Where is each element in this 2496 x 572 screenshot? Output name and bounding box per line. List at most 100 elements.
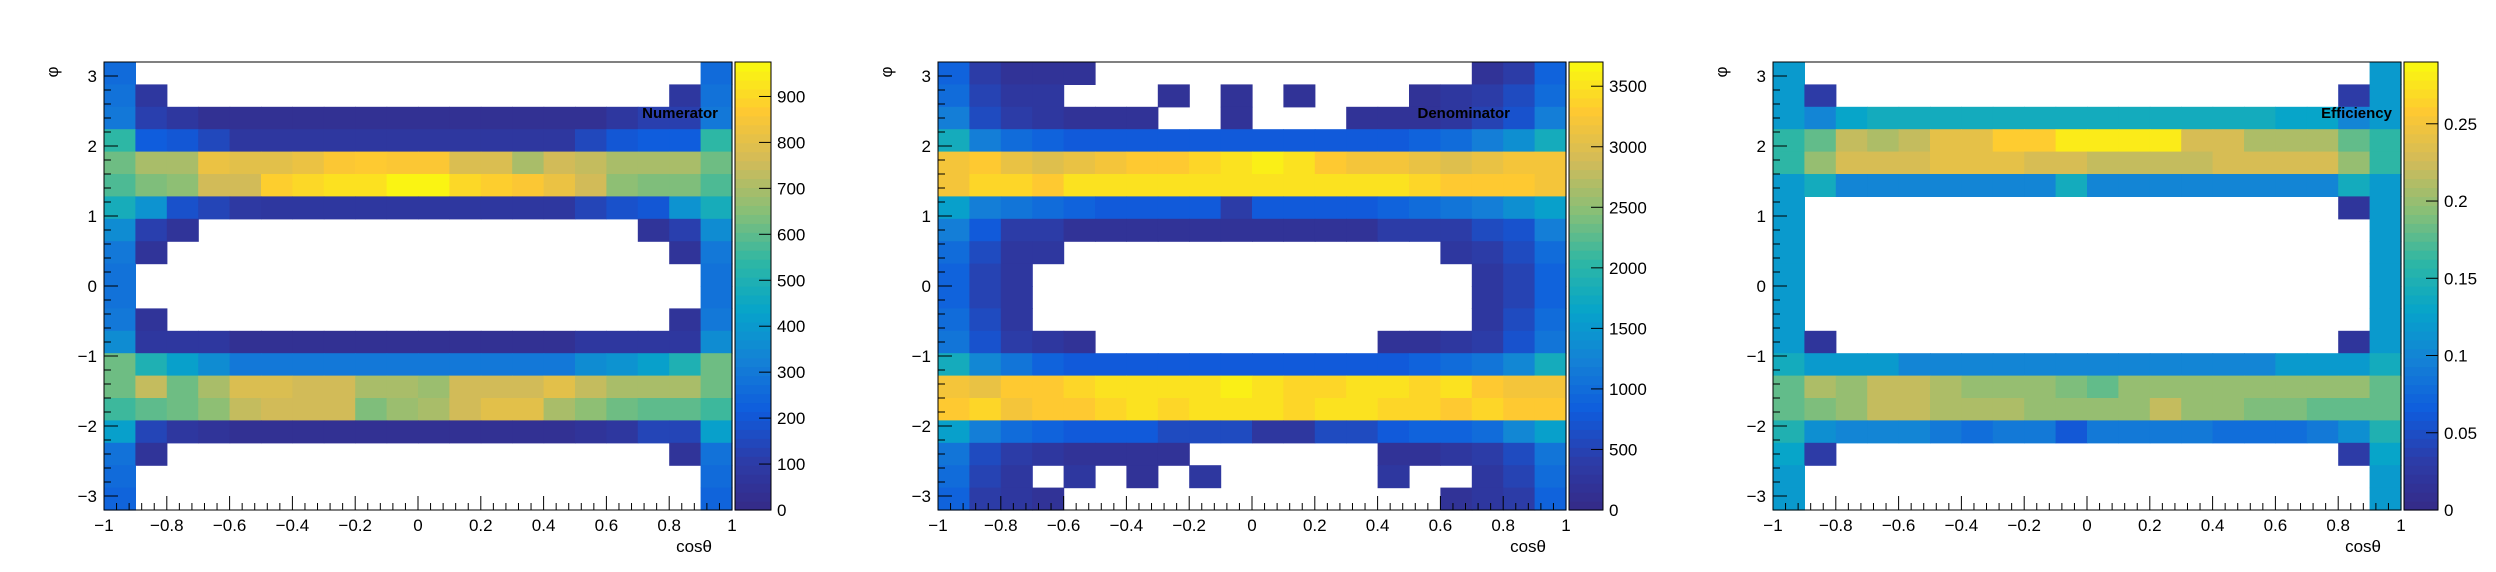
heatmap-cell bbox=[1377, 174, 1410, 197]
heatmap-cell bbox=[418, 398, 450, 421]
colorbar-segment bbox=[1569, 232, 1603, 242]
heatmap-cell bbox=[1126, 375, 1159, 399]
heatmap-cell bbox=[1189, 353, 1222, 377]
heatmap-cell bbox=[323, 129, 356, 153]
colorbar-segment bbox=[1569, 241, 1603, 251]
heatmap-cell bbox=[1314, 420, 1347, 444]
heatmap-cell bbox=[2055, 375, 2088, 399]
colorbar-segment bbox=[2404, 402, 2438, 413]
colorbar-segment bbox=[1569, 196, 1603, 206]
heatmap-cell bbox=[261, 353, 293, 377]
heatmap-cell bbox=[1189, 420, 1222, 444]
heatmap-cell bbox=[1930, 106, 1962, 130]
heatmap-cell bbox=[1000, 241, 1033, 265]
heatmap-cell bbox=[418, 174, 450, 197]
heatmap-cell bbox=[1157, 84, 1190, 108]
heatmap-cell bbox=[2369, 487, 2402, 511]
heatmap-cell bbox=[938, 129, 970, 153]
heatmap-cell bbox=[1000, 487, 1033, 511]
heatmap-cell bbox=[2244, 353, 2276, 377]
heatmap-cell bbox=[669, 442, 702, 466]
heatmap-cell bbox=[969, 308, 1002, 332]
colorbar: 0 100 200 300 400 500 600 700 800 900 bbox=[734, 61, 805, 520]
colorbar-segment bbox=[2404, 160, 2438, 171]
heatmap-cell bbox=[2338, 442, 2371, 466]
heatmap-cell bbox=[1867, 106, 1900, 130]
heatmap-cell bbox=[1440, 330, 1473, 354]
heatmap-cell bbox=[1409, 375, 1441, 399]
heatmap-cell bbox=[104, 241, 136, 265]
heatmap-cell bbox=[1409, 129, 1441, 153]
heatmap-cell bbox=[1000, 353, 1033, 377]
y-tick-label: 3 bbox=[1757, 67, 1766, 86]
heatmap-cell bbox=[1157, 218, 1190, 242]
y-tick-label: −1 bbox=[912, 347, 931, 366]
heatmap-cell bbox=[1440, 375, 1473, 399]
heatmap-cell bbox=[1314, 151, 1347, 175]
heatmap-cell bbox=[938, 84, 970, 108]
colorbar-tick-label: 500 bbox=[1609, 440, 1637, 459]
heatmap-cell bbox=[1930, 174, 1962, 197]
x-tick-label: 1 bbox=[1561, 516, 1570, 535]
colorbar-segment bbox=[2404, 88, 2438, 99]
heatmap-cell bbox=[1961, 106, 1994, 130]
heatmap-cell bbox=[1961, 375, 1994, 399]
heatmap-cell bbox=[1032, 487, 1065, 511]
heatmap-cell bbox=[1440, 398, 1473, 421]
colorbar-segment bbox=[735, 411, 771, 421]
heatmap-cell bbox=[1804, 330, 1837, 354]
heatmap-cell bbox=[261, 106, 293, 130]
heatmap-cell bbox=[104, 106, 136, 130]
heatmap-cell bbox=[1189, 129, 1222, 153]
heatmap-cell bbox=[1503, 487, 1536, 511]
heatmap-cell bbox=[449, 375, 482, 399]
heatmap-cell bbox=[229, 398, 262, 421]
heatmap-cell bbox=[1773, 398, 1805, 421]
heatmap-cell bbox=[2338, 84, 2371, 108]
heatmap-cell bbox=[1534, 420, 1567, 444]
x-tick-label: −0.4 bbox=[276, 516, 310, 535]
heatmap-cell bbox=[355, 196, 388, 220]
heatmap-cell bbox=[1095, 218, 1127, 242]
heatmap-cell bbox=[637, 375, 670, 399]
colorbar-segment bbox=[1569, 501, 1603, 511]
heatmap-cell bbox=[198, 174, 231, 197]
heatmap-cell bbox=[449, 353, 482, 377]
heatmap-cell bbox=[2055, 353, 2088, 377]
colorbar-segment bbox=[735, 348, 771, 359]
colorbar-segment bbox=[1569, 115, 1603, 126]
heatmap-cell bbox=[1314, 353, 1347, 377]
heatmap-cell bbox=[938, 286, 970, 309]
heatmap-cell bbox=[1804, 353, 1837, 377]
heatmap-cell bbox=[1220, 106, 1253, 130]
heatmap-cell bbox=[1961, 129, 1994, 153]
heatmap-cell bbox=[1503, 286, 1536, 309]
heatmap-cell bbox=[2055, 151, 2088, 175]
x-tick-label: 0.6 bbox=[1429, 516, 1453, 535]
heatmap-cell bbox=[1471, 330, 1504, 354]
heatmap-cell bbox=[1189, 151, 1222, 175]
heatmap-cell bbox=[1252, 353, 1284, 377]
heatmap-cell bbox=[606, 106, 639, 130]
heatmap-cell bbox=[323, 330, 356, 354]
heatmap-cell bbox=[606, 375, 639, 399]
heatmap-cell bbox=[1534, 62, 1567, 85]
colorbar-segment bbox=[1569, 259, 1603, 269]
heatmap-cell bbox=[606, 330, 639, 354]
heatmap-cell bbox=[2338, 129, 2371, 153]
y-tick-label: −3 bbox=[912, 487, 931, 506]
heatmap-cell bbox=[386, 174, 419, 197]
heatmap-cell bbox=[135, 241, 168, 265]
x-tick-label: 0.4 bbox=[532, 516, 556, 535]
y-axis-label: φ bbox=[877, 66, 896, 77]
heatmap-cell bbox=[1961, 174, 1994, 197]
heatmap-cell bbox=[1867, 420, 1900, 444]
heatmap-cell bbox=[1471, 308, 1504, 332]
heatmap-cell bbox=[1032, 241, 1065, 265]
colorbar-segment bbox=[2404, 375, 2438, 386]
heatmap-cell bbox=[2338, 398, 2371, 421]
heatmap-cell bbox=[1773, 174, 1805, 197]
heatmap-cell bbox=[1095, 129, 1127, 153]
heatmap-cell bbox=[1503, 263, 1536, 287]
